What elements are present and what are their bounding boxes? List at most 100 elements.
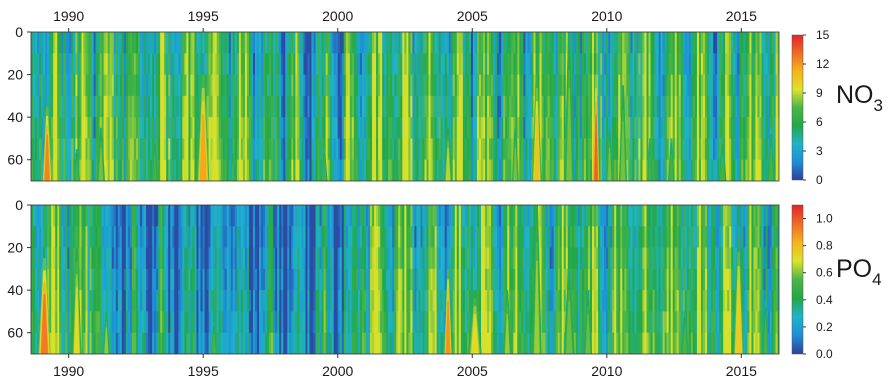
heatmap-cell	[495, 53, 498, 76]
heatmap-cell	[127, 95, 131, 118]
heatmap-cell	[230, 32, 234, 54]
heatmap-cell	[563, 311, 567, 334]
heatmap-cell	[622, 311, 625, 334]
heatmap-cell	[339, 95, 343, 118]
heatmap-cell	[628, 74, 631, 97]
heatmap-cell	[577, 159, 581, 181]
heatmap-cell	[725, 138, 728, 161]
heatmap-cell	[602, 226, 605, 249]
heatmap-cell	[291, 138, 294, 161]
heatmap-cell	[416, 268, 420, 291]
heatmap-cell	[107, 290, 111, 313]
heatmap-cell	[466, 53, 470, 76]
heatmap-cell	[511, 290, 514, 313]
heatmap-cell	[53, 226, 56, 249]
heatmap-cell	[368, 290, 371, 313]
heatmap-feature	[152, 154, 157, 181]
heatmap-cell	[432, 74, 436, 97]
heatmap-cell	[618, 247, 621, 270]
heatmap-cell	[313, 332, 317, 354]
heatmap-cell	[293, 332, 296, 354]
heatmap-cell	[297, 247, 300, 270]
heatmap-cell	[123, 290, 127, 313]
heatmap-cell	[402, 290, 405, 313]
heatmap-cell	[485, 311, 488, 334]
heatmap-cell	[57, 290, 60, 313]
heatmap-cell	[561, 268, 565, 291]
heatmap-cell	[640, 138, 644, 161]
heatmap-cell	[388, 290, 391, 313]
heatmap-cell	[755, 74, 759, 97]
heatmap-cell	[616, 247, 619, 270]
heatmap-cell	[755, 53, 759, 76]
heatmap-cell	[515, 95, 518, 118]
heatmap-cell	[65, 247, 68, 270]
heatmap-cell	[299, 290, 303, 313]
heatmap-cell	[420, 53, 424, 76]
heatmap-cell	[624, 226, 627, 249]
heatmap-cell	[468, 268, 472, 291]
heatmap-cell	[93, 311, 97, 334]
heatmap-cell	[156, 311, 159, 334]
heatmap-cell	[575, 32, 579, 54]
heatmap-cell	[404, 138, 407, 161]
heatmap-cell	[180, 32, 183, 54]
heatmap-cell	[285, 159, 288, 181]
heatmap-feature	[566, 87, 572, 181]
heatmap-cell	[618, 95, 621, 118]
heatmap-cell	[696, 138, 700, 161]
heatmap-cell	[517, 95, 520, 118]
heatmap-cell	[49, 311, 52, 334]
heatmap-cell	[394, 290, 397, 313]
heatmap-cell	[63, 159, 66, 181]
heatmap-cell	[747, 159, 750, 181]
heatmap-cell	[321, 332, 325, 354]
heatmap-cell	[331, 117, 335, 140]
heatmap-cell	[85, 205, 89, 227]
y-tick-label: 60	[7, 152, 23, 168]
heatmap-cell	[331, 226, 335, 249]
heatmap-cell	[376, 226, 379, 249]
heatmap-cell	[396, 53, 399, 76]
heatmap-cell	[476, 53, 480, 76]
heatmap-cell	[297, 332, 300, 354]
heatmap-cell	[521, 74, 524, 97]
heatmap-cell	[355, 311, 359, 334]
heatmap-cell	[311, 226, 315, 249]
heatmap-cell	[115, 226, 119, 249]
heatmap-cell	[674, 53, 678, 76]
heatmap-cell	[200, 268, 204, 291]
heatmap-feature	[513, 147, 518, 181]
heatmap-cell	[139, 268, 143, 291]
heatmap-cell	[491, 53, 494, 76]
heatmap-cell	[640, 311, 644, 334]
heatmap-cell	[585, 247, 589, 270]
heatmap-cell	[565, 205, 569, 227]
heatmap-cell	[180, 247, 183, 270]
heatmap-cell	[549, 159, 553, 181]
heatmap-cell	[495, 290, 498, 313]
heatmap-cell	[717, 32, 720, 54]
heatmap-cell	[261, 332, 264, 354]
heatmap-cell	[238, 138, 242, 161]
heatmap-cell	[610, 138, 613, 161]
heatmap-cell	[658, 74, 662, 97]
heatmap-cell	[164, 290, 167, 313]
heatmap-cell	[410, 332, 413, 354]
heatmap-cell	[301, 268, 305, 291]
heatmap-cell	[460, 332, 464, 354]
heatmap-cell	[489, 247, 492, 270]
heatmap-cell	[374, 290, 377, 313]
heatmap-cell	[702, 53, 706, 76]
heatmap-cell	[337, 290, 341, 313]
heatmap-cell	[123, 32, 127, 54]
heatmap-cell	[638, 268, 642, 291]
heatmap-cell	[164, 53, 167, 76]
heatmap-cell	[589, 205, 593, 227]
heatmap-cell	[527, 117, 531, 140]
heatmap-cell	[206, 226, 210, 249]
heatmap-cell	[331, 53, 335, 76]
heatmap-cell	[666, 117, 670, 140]
heatmap-cell	[499, 95, 502, 118]
heatmap-cell	[101, 117, 105, 140]
